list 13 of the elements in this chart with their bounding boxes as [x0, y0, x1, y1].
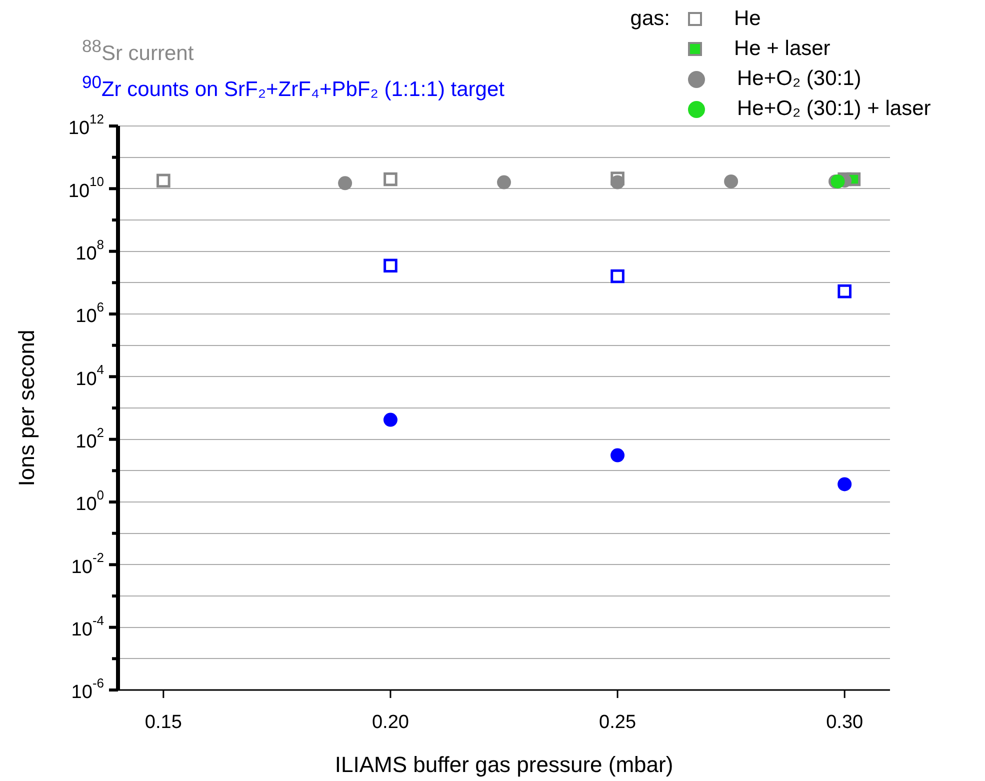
x-tick-label: 0.25 — [599, 712, 636, 734]
y-axis-title: Ions per second — [14, 330, 40, 486]
x-tick-label: 0.30 — [826, 712, 864, 734]
x-axis-title: ILIAMS buffer gas pressure (mbar) — [334, 752, 674, 778]
x-tick-label: 0.20 — [372, 712, 409, 734]
chart-title: $^{88}$Sr current — [82, 36, 194, 66]
chart-subtitle: $^{90}$Zr counts on SrF₂+ZrF₄+PbF₂ (1:1:1) target — [82, 72, 504, 102]
legend-label: He+O₂ (30:1) + laser — [737, 97, 931, 121]
legend-label: He+O₂ (30:1) — [737, 67, 862, 91]
legend-title: gas: — [629, 7, 671, 31]
legend-label: He — [734, 7, 761, 31]
legend-label: He + laser — [734, 37, 830, 61]
x-tick-label: 0.15 — [144, 712, 182, 734]
